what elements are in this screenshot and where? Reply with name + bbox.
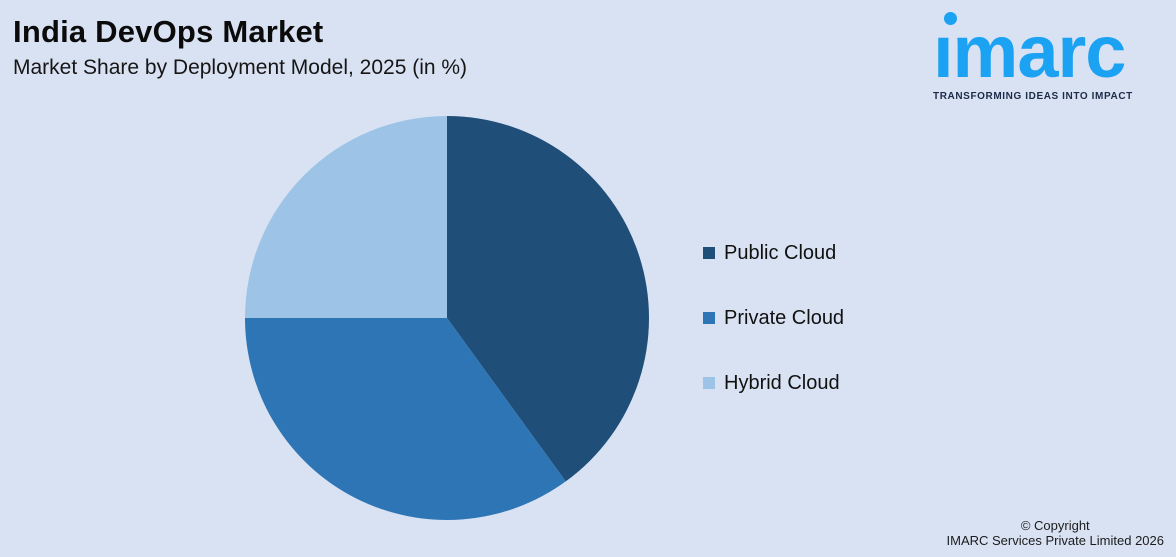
pie-chart [245,116,649,520]
copyright-notice: © Copyright IMARC Services Private Limit… [947,518,1164,548]
page-title: India DevOps Market [13,14,324,49]
logo-tagline: TRANSFORMING IDEAS INTO IMPACT [933,90,1133,102]
legend-label: Hybrid Cloud [724,371,840,394]
legend-item-public-cloud: Public Cloud [703,241,844,265]
legend-label: Private Cloud [724,306,845,329]
legend-item-private-cloud: Private Cloud [703,306,844,330]
legend-swatch [703,247,715,259]
pie-slice-hybrid-cloud [245,116,447,318]
legend-item-hybrid-cloud: Hybrid Cloud [703,371,844,395]
imarc-logo: ımarc TRANSFORMING IDEAS INTO IMPACT [933,2,1171,102]
copyright-line1: © Copyright [1020,518,1090,533]
pie-slice-public-cloud [447,116,649,482]
legend-label: Public Cloud [724,241,837,264]
chart-header: India DevOps Market Market Share by Depl… [13,14,467,80]
logo-wordmark: ımarc [933,10,1126,93]
logo-dot-icon [944,12,957,25]
legend-swatch [703,312,715,324]
copyright-line2: IMARC Services Private Limited 2026 [946,533,1164,548]
legend-swatch [703,377,715,389]
chart-legend: Public Cloud Private Cloud Hybrid Cloud [703,241,844,395]
pie-slice-private-cloud [245,318,566,520]
page-subtitle: Market Share by Deployment Model, 2025 (… [13,56,468,79]
